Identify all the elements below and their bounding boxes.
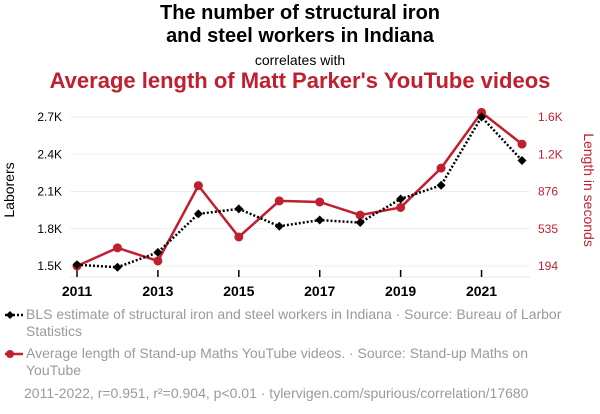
data-point-iron-workers <box>517 155 527 165</box>
data-point-iron-workers <box>112 262 122 272</box>
y-tick-label: 1.8K <box>37 222 62 236</box>
x-tick-label: 2013 <box>142 283 173 299</box>
data-point-video-length <box>153 256 163 266</box>
y-tick-label: 1.5K <box>37 259 62 273</box>
y2-tick-label: 194 <box>538 259 558 273</box>
data-point-iron-workers <box>436 180 446 190</box>
data-point-video-length <box>517 139 527 149</box>
data-point-video-length <box>112 243 122 253</box>
x-tick-label: 2011 <box>62 283 93 299</box>
right-axis: 194 535 876 1.2K 1.6K <box>538 110 563 273</box>
series-line-iron-workers <box>76 114 523 269</box>
footer-stats: 2011-2022, r=0.951, r²=0.904, p<0.01 · t… <box>24 385 529 401</box>
x-tick-label: 2017 <box>304 283 335 299</box>
legend-item-iron-workers: BLS estimate of structural iron and stee… <box>4 306 594 342</box>
data-point-video-length <box>234 232 244 242</box>
data-point-iron-workers <box>355 218 365 228</box>
legend-item-video-length: Average length of Stand-up Maths YouTube… <box>4 345 594 381</box>
y-tick-label: 2.7K <box>37 110 62 124</box>
chart-title-line-1: The number of structural iron <box>159 2 441 24</box>
data-point-iron-workers <box>477 112 487 122</box>
chart-title-line-2: and steel workers in Indiana <box>166 25 434 47</box>
legend-text-iron-workers: BLS estimate of structural iron and stee… <box>26 306 562 339</box>
y2-tick-label: 535 <box>538 222 558 236</box>
data-point-video-length <box>193 181 203 191</box>
dual-axis-line-chart: 1.5K 1.8K 2.1K 2.4K 2.7K 194 535 876 1.2K 1.6K 2… <box>1 107 597 299</box>
chart-title-line-3: Average length of Matt Parker's YouTube … <box>49 68 551 93</box>
y-tick-label: 2.1K <box>37 185 62 199</box>
gridlines <box>70 116 530 267</box>
y2-tick-label: 1.2K <box>538 147 563 161</box>
legend-text-video-length: Average length of Stand-up Maths YouTube… <box>26 345 528 378</box>
x-tick-label: 2019 <box>385 283 416 299</box>
y2-axis-label: Length in seconds <box>581 133 597 247</box>
series-video-length <box>72 107 527 271</box>
data-point-video-length <box>315 197 325 207</box>
y2-tick-label: 876 <box>538 185 558 199</box>
data-point-iron-workers <box>315 215 325 225</box>
data-point-iron-workers <box>396 194 406 204</box>
legend-marker-dotted-diamond <box>5 311 23 319</box>
x-tick-label: 2021 <box>466 283 497 299</box>
data-point-video-length <box>477 107 487 117</box>
data-point-video-length <box>355 210 365 220</box>
series-iron-workers <box>72 112 527 272</box>
x-axis: 2011 2013 2015 2017 2019 2021 <box>62 270 530 299</box>
data-point-iron-workers <box>72 260 82 270</box>
data-point-video-length <box>436 163 446 173</box>
data-point-iron-workers <box>153 247 163 257</box>
data-point-iron-workers <box>193 209 203 219</box>
chart-connector-text: correlates with <box>254 52 346 68</box>
x-tick-label: 2015 <box>223 283 254 299</box>
left-axis: 1.5K 1.8K 2.1K 2.4K 2.7K <box>37 110 62 273</box>
series-line-video-length <box>76 110 523 268</box>
legend-marker-solid-circle <box>5 350 23 358</box>
y-tick-label: 2.4K <box>37 147 62 161</box>
data-point-video-length <box>274 196 284 206</box>
data-point-iron-workers <box>274 221 284 231</box>
data-point-video-length <box>396 202 406 212</box>
y2-tick-label: 1.6K <box>538 110 563 124</box>
data-point-iron-workers <box>234 204 244 214</box>
y-axis-label: Laborers <box>1 162 17 217</box>
